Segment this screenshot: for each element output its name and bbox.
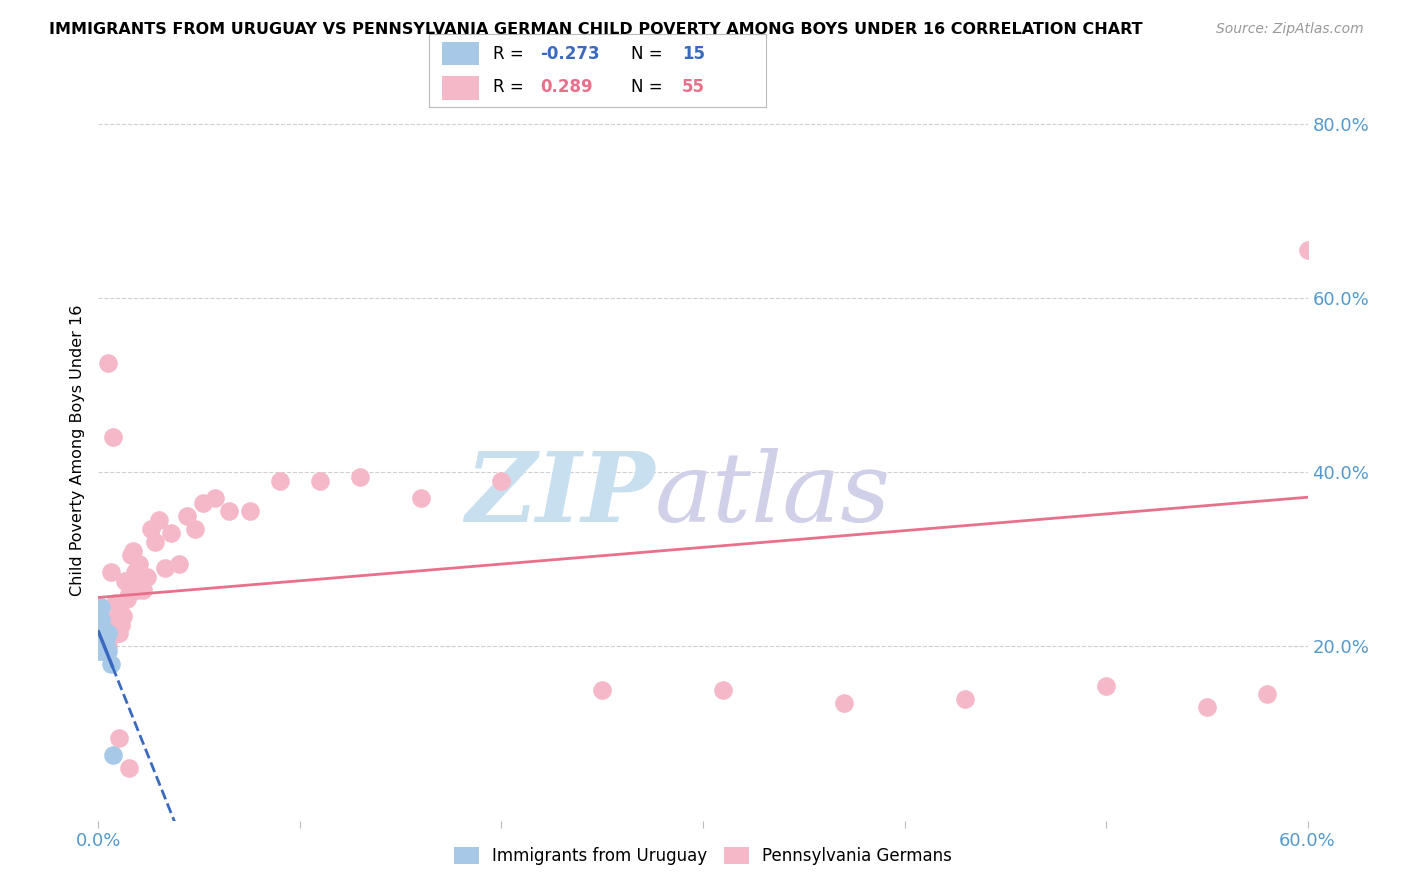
Point bbox=[89, 631, 111, 645]
Legend: Immigrants from Uruguay, Pennsylvania Germans: Immigrants from Uruguay, Pennsylvania Ge… bbox=[447, 840, 959, 871]
Point bbox=[93, 644, 115, 658]
Point bbox=[110, 617, 132, 632]
Point bbox=[1256, 687, 1278, 701]
Point bbox=[93, 635, 115, 649]
Point bbox=[204, 491, 226, 506]
Point bbox=[96, 644, 118, 658]
Point bbox=[93, 626, 115, 640]
Point bbox=[124, 566, 146, 580]
Text: 15: 15 bbox=[682, 45, 704, 62]
FancyBboxPatch shape bbox=[443, 42, 479, 65]
Point bbox=[105, 626, 128, 640]
Point bbox=[118, 761, 141, 775]
Point bbox=[176, 508, 198, 523]
Point bbox=[101, 613, 124, 627]
Text: 55: 55 bbox=[682, 78, 704, 95]
Point bbox=[97, 622, 120, 636]
Point bbox=[832, 696, 855, 710]
Point bbox=[96, 631, 118, 645]
Point bbox=[128, 557, 150, 571]
Point bbox=[100, 566, 122, 580]
Text: 0.289: 0.289 bbox=[540, 78, 593, 95]
Point bbox=[269, 474, 291, 488]
Point bbox=[135, 570, 157, 584]
Point bbox=[93, 626, 115, 640]
Point bbox=[160, 526, 183, 541]
Text: N =: N = bbox=[631, 78, 668, 95]
Point bbox=[91, 640, 114, 654]
Text: IMMIGRANTS FROM URUGUAY VS PENNSYLVANIA GERMAN CHILD POVERTY AMONG BOYS UNDER 16: IMMIGRANTS FROM URUGUAY VS PENNSYLVANIA … bbox=[49, 22, 1143, 37]
Point bbox=[132, 582, 155, 597]
Point bbox=[90, 613, 112, 627]
Point bbox=[97, 356, 120, 370]
Point bbox=[148, 513, 170, 527]
Point bbox=[91, 644, 114, 658]
Point bbox=[409, 491, 432, 506]
Point bbox=[218, 504, 240, 518]
Point bbox=[239, 504, 262, 518]
Point bbox=[101, 748, 124, 763]
Point bbox=[118, 587, 141, 601]
Point bbox=[111, 609, 134, 624]
Point bbox=[93, 635, 115, 649]
Point bbox=[143, 535, 166, 549]
Point bbox=[90, 600, 112, 615]
Point bbox=[953, 691, 976, 706]
Text: R =: R = bbox=[494, 45, 529, 62]
Point bbox=[184, 522, 207, 536]
Point bbox=[1195, 700, 1218, 714]
Point bbox=[96, 626, 118, 640]
Point bbox=[167, 557, 190, 571]
Point bbox=[120, 548, 142, 562]
Point bbox=[711, 683, 734, 698]
Text: -0.273: -0.273 bbox=[540, 45, 600, 62]
Point bbox=[153, 561, 176, 575]
Point bbox=[1296, 243, 1319, 257]
Point bbox=[97, 626, 120, 640]
Point bbox=[101, 430, 124, 444]
Text: R =: R = bbox=[494, 78, 534, 95]
Point bbox=[139, 522, 162, 536]
Point bbox=[591, 683, 613, 698]
Point bbox=[97, 640, 120, 654]
Point bbox=[107, 731, 129, 745]
Point bbox=[491, 474, 513, 488]
Point bbox=[1095, 679, 1118, 693]
Point bbox=[89, 644, 111, 658]
Point bbox=[107, 626, 129, 640]
Point bbox=[125, 582, 148, 597]
Point bbox=[309, 474, 332, 488]
Point bbox=[96, 640, 118, 654]
Point bbox=[193, 496, 215, 510]
Point bbox=[115, 591, 138, 606]
Point bbox=[91, 635, 114, 649]
Text: ZIP: ZIP bbox=[465, 448, 655, 541]
Text: Source: ZipAtlas.com: Source: ZipAtlas.com bbox=[1216, 22, 1364, 37]
FancyBboxPatch shape bbox=[443, 77, 479, 100]
Text: N =: N = bbox=[631, 45, 668, 62]
Point bbox=[121, 543, 143, 558]
Point bbox=[93, 644, 115, 658]
Point bbox=[114, 574, 136, 588]
Text: atlas: atlas bbox=[655, 448, 891, 541]
Point bbox=[100, 626, 122, 640]
Point bbox=[349, 469, 371, 483]
Point bbox=[103, 596, 125, 610]
Point bbox=[97, 644, 120, 658]
Y-axis label: Child Poverty Among Boys Under 16: Child Poverty Among Boys Under 16 bbox=[70, 305, 86, 596]
Point bbox=[100, 657, 122, 671]
